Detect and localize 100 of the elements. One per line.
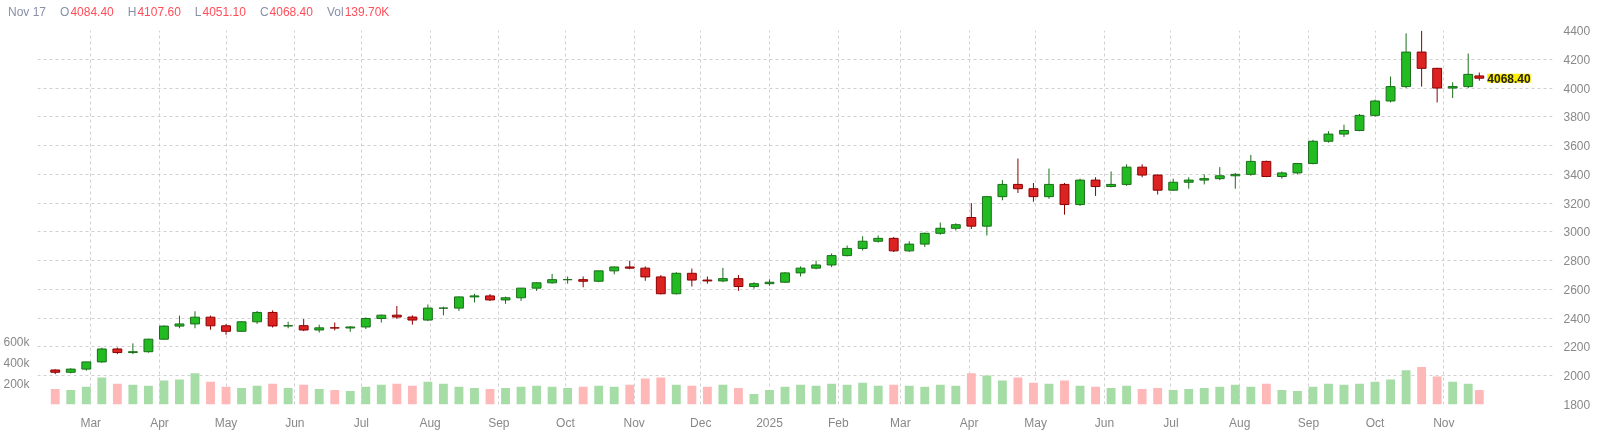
y-tick-label: 3600: [1563, 139, 1591, 154]
candlestick: [1339, 124, 1349, 138]
bar: [594, 385, 604, 405]
bar: [314, 388, 324, 405]
y-tick-label: 4400: [1563, 24, 1591, 38]
bar: [1060, 380, 1069, 405]
text: C: [259, 5, 269, 19]
bar: [1215, 386, 1225, 405]
candlestick: [1432, 67, 1443, 103]
bar: [376, 384, 386, 405]
candlestick: [1059, 182, 1070, 216]
bar: [578, 386, 588, 405]
x-tick-label: Jun: [1094, 415, 1115, 430]
y-tick-label: 3000: [1563, 225, 1591, 240]
bar: [842, 384, 852, 405]
x-tick-label: Aug: [419, 415, 441, 430]
y-tick-label: 3800: [1563, 110, 1591, 125]
annotation: 4068.40: [1487, 71, 1531, 86]
y-tick-label: 3400: [1563, 167, 1591, 182]
bar: [1091, 386, 1100, 405]
candlestick: [1385, 76, 1396, 103]
bar: [718, 384, 728, 405]
y-tick-label: 4000: [1563, 81, 1591, 96]
bar: [361, 386, 371, 405]
candlestick: [1106, 170, 1117, 188]
bar: [407, 385, 417, 405]
x-tick-label: Apr: [150, 415, 169, 430]
bar: [159, 380, 169, 405]
bar: [1230, 384, 1240, 405]
text: O: [60, 5, 70, 19]
bar: [687, 385, 697, 405]
candlestick: [127, 342, 138, 355]
bar: [299, 384, 309, 405]
bar: [175, 379, 184, 405]
bar: [765, 389, 774, 405]
bar: [283, 387, 293, 405]
x-tick-label: Sep: [1297, 415, 1320, 430]
candlestick: [1090, 176, 1101, 197]
bar: [423, 381, 433, 405]
bar: [438, 383, 448, 405]
bar: [1168, 389, 1178, 405]
candlestick: [547, 273, 558, 285]
x-tick-label: Oct: [556, 415, 576, 430]
bar: [1355, 383, 1364, 405]
candlestick: [966, 202, 977, 230]
y-tick-label: 2000: [1563, 369, 1591, 384]
candlestick: [1308, 139, 1318, 165]
candlestick: [1121, 163, 1132, 187]
candlestick: [749, 281, 759, 290]
y-tick-label: 4200: [1563, 52, 1591, 67]
bar: [1029, 382, 1038, 405]
bar: [112, 383, 122, 405]
bar: [609, 386, 619, 405]
candlestick: [190, 310, 200, 329]
bar: [1153, 387, 1163, 405]
x-tick-label: May: [214, 415, 238, 430]
bar: [640, 378, 650, 405]
bar: [889, 384, 899, 405]
y-tick-label: 2600: [1563, 282, 1591, 297]
y2-tick-label: 200k: [3, 376, 31, 391]
x-tick-label: Sep: [488, 415, 510, 430]
bar: [1122, 385, 1132, 405]
candlestick: [1044, 168, 1054, 200]
bar: [128, 384, 138, 405]
bar: [625, 384, 635, 405]
candlestick: [997, 179, 1008, 201]
bar: [702, 386, 712, 405]
bar: [268, 383, 278, 405]
bar: [734, 387, 743, 405]
bar: [811, 385, 821, 405]
y2-tick-label: 400k: [3, 355, 31, 370]
bar: [1292, 390, 1302, 405]
bar: [796, 384, 805, 405]
bar: [966, 373, 976, 405]
bar: [1386, 379, 1396, 405]
bar: [330, 389, 340, 405]
bar: [470, 387, 479, 405]
x-tick-label: Jul: [1163, 415, 1179, 430]
x-tick-label: 2025: [756, 415, 784, 430]
bar: [873, 385, 883, 405]
bar: [1432, 376, 1442, 405]
bar: [66, 389, 76, 405]
y-tick-label: 3200: [1563, 196, 1591, 211]
bar: [501, 387, 510, 405]
bar: [1013, 377, 1023, 405]
bar: [1199, 387, 1209, 405]
y-tick-label: 2800: [1563, 254, 1591, 269]
bar: [81, 386, 91, 405]
bar: [206, 381, 215, 405]
bar: [951, 385, 961, 405]
text: Vol: [326, 5, 344, 19]
bar: [345, 390, 355, 405]
candlestick: [1463, 53, 1474, 89]
bar: [1417, 367, 1427, 405]
bar: [920, 386, 930, 405]
x-tick-label: Mar: [80, 415, 102, 430]
bar: [190, 373, 200, 405]
candlestick: [1012, 158, 1023, 194]
y-tick-label: 2400: [1563, 311, 1591, 326]
bar: [563, 387, 573, 405]
